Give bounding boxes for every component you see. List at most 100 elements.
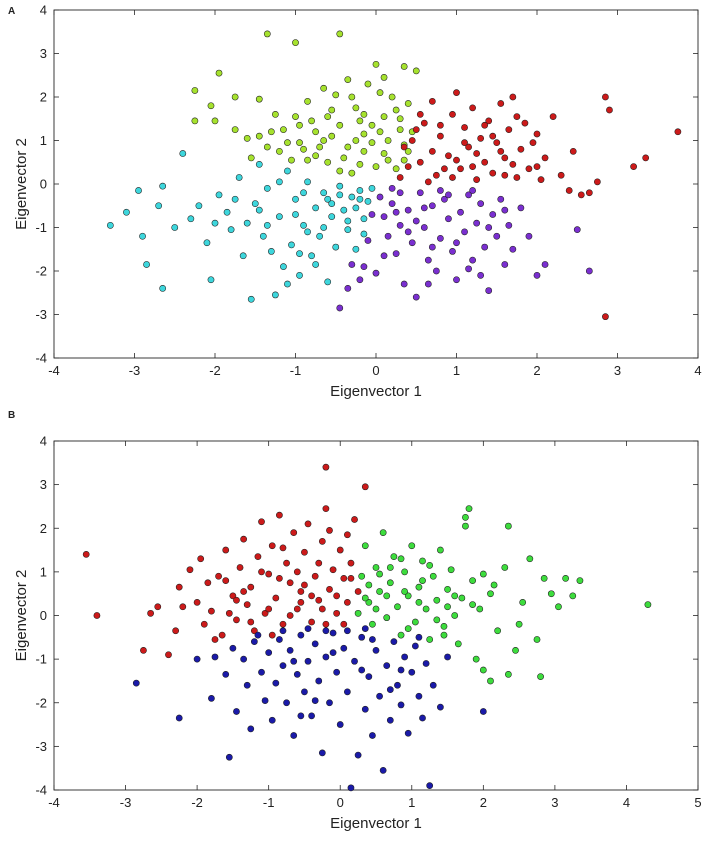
data-point: [208, 607, 215, 615]
data-point: [429, 681, 437, 689]
data-point: [351, 657, 358, 665]
data-point: [315, 559, 323, 567]
data-point: [380, 252, 388, 260]
series-cluster-blue: [132, 625, 487, 792]
data-point: [155, 202, 163, 210]
data-point: [497, 148, 505, 155]
data-point: [509, 245, 517, 253]
data-point: [485, 117, 493, 125]
data-point: [462, 513, 469, 521]
data-point: [356, 161, 364, 168]
data-point: [472, 655, 480, 663]
x-axis-label: Eigenvector 1: [330, 815, 422, 832]
data-point: [159, 285, 167, 292]
data-point: [411, 642, 419, 650]
data-point: [255, 161, 263, 168]
data-point: [279, 620, 287, 628]
data-point: [354, 609, 362, 617]
data-point: [461, 228, 468, 236]
data-point: [223, 208, 231, 216]
data-point: [415, 599, 423, 606]
data-point: [408, 239, 416, 247]
data-point: [308, 252, 315, 260]
data-point: [557, 171, 565, 179]
data-point: [333, 609, 341, 617]
data-point: [284, 139, 291, 147]
data-point: [585, 189, 593, 197]
data-point: [445, 191, 452, 199]
data-point: [356, 195, 364, 203]
data-point: [215, 69, 223, 77]
data-point: [461, 139, 468, 147]
data-point: [422, 605, 430, 613]
data-point: [344, 217, 352, 225]
data-point: [332, 243, 340, 251]
data-point: [340, 644, 348, 652]
data-point: [408, 668, 416, 676]
data-point: [383, 592, 391, 600]
data-point: [179, 603, 187, 611]
data-point: [380, 113, 388, 120]
data-point: [392, 165, 400, 173]
data-point: [390, 638, 398, 646]
data-point: [263, 30, 271, 38]
data-point: [255, 132, 263, 140]
data-point: [404, 100, 412, 107]
data-point: [308, 712, 315, 720]
data-point: [386, 579, 394, 587]
data-point: [361, 594, 369, 602]
x-tick-label: -4: [48, 363, 60, 378]
data-point: [304, 657, 312, 665]
data-point: [336, 191, 344, 199]
data-point: [311, 572, 319, 580]
data-point: [279, 627, 287, 635]
data-point: [487, 590, 494, 598]
data-point: [577, 191, 585, 199]
data-point: [555, 603, 562, 611]
data-point: [218, 631, 226, 639]
data-point: [175, 714, 183, 722]
data-point: [207, 276, 215, 284]
data-point: [255, 206, 263, 214]
data-point: [154, 603, 162, 611]
x-axis-label: Eigenvector 1: [330, 383, 422, 400]
data-point: [318, 749, 326, 757]
data-point: [247, 295, 255, 303]
x-tick-label: 5: [694, 795, 701, 810]
data-point: [348, 193, 356, 201]
data-point: [428, 202, 436, 210]
data-point: [222, 577, 230, 584]
series-cluster-lime: [191, 30, 420, 177]
data-point: [594, 178, 601, 186]
data-point: [247, 725, 255, 733]
data-point: [562, 575, 569, 582]
data-point: [424, 280, 432, 288]
data-point: [360, 148, 368, 155]
data-point: [308, 592, 315, 600]
x-tick-label: 3: [614, 363, 621, 378]
data-point: [195, 202, 203, 210]
data-point: [267, 248, 275, 255]
data-point: [384, 156, 392, 164]
data-point: [340, 154, 348, 162]
data-point: [453, 156, 460, 164]
data-point: [533, 271, 541, 279]
data-point: [525, 165, 533, 173]
data-point: [372, 564, 380, 571]
data-point: [469, 601, 476, 608]
data-point: [360, 215, 368, 223]
data-point: [489, 169, 497, 177]
data-point: [93, 612, 101, 619]
data-point: [420, 119, 428, 127]
data-point: [376, 588, 383, 595]
y-tick-label: 0: [40, 608, 47, 623]
data-point: [541, 154, 549, 162]
x-tick-label: -3: [129, 363, 141, 378]
data-point: [415, 633, 423, 641]
data-point: [449, 248, 456, 255]
data-point: [347, 575, 355, 582]
data-point: [453, 276, 460, 284]
data-point: [258, 568, 265, 576]
data-point: [354, 751, 362, 759]
data-point: [312, 261, 320, 268]
